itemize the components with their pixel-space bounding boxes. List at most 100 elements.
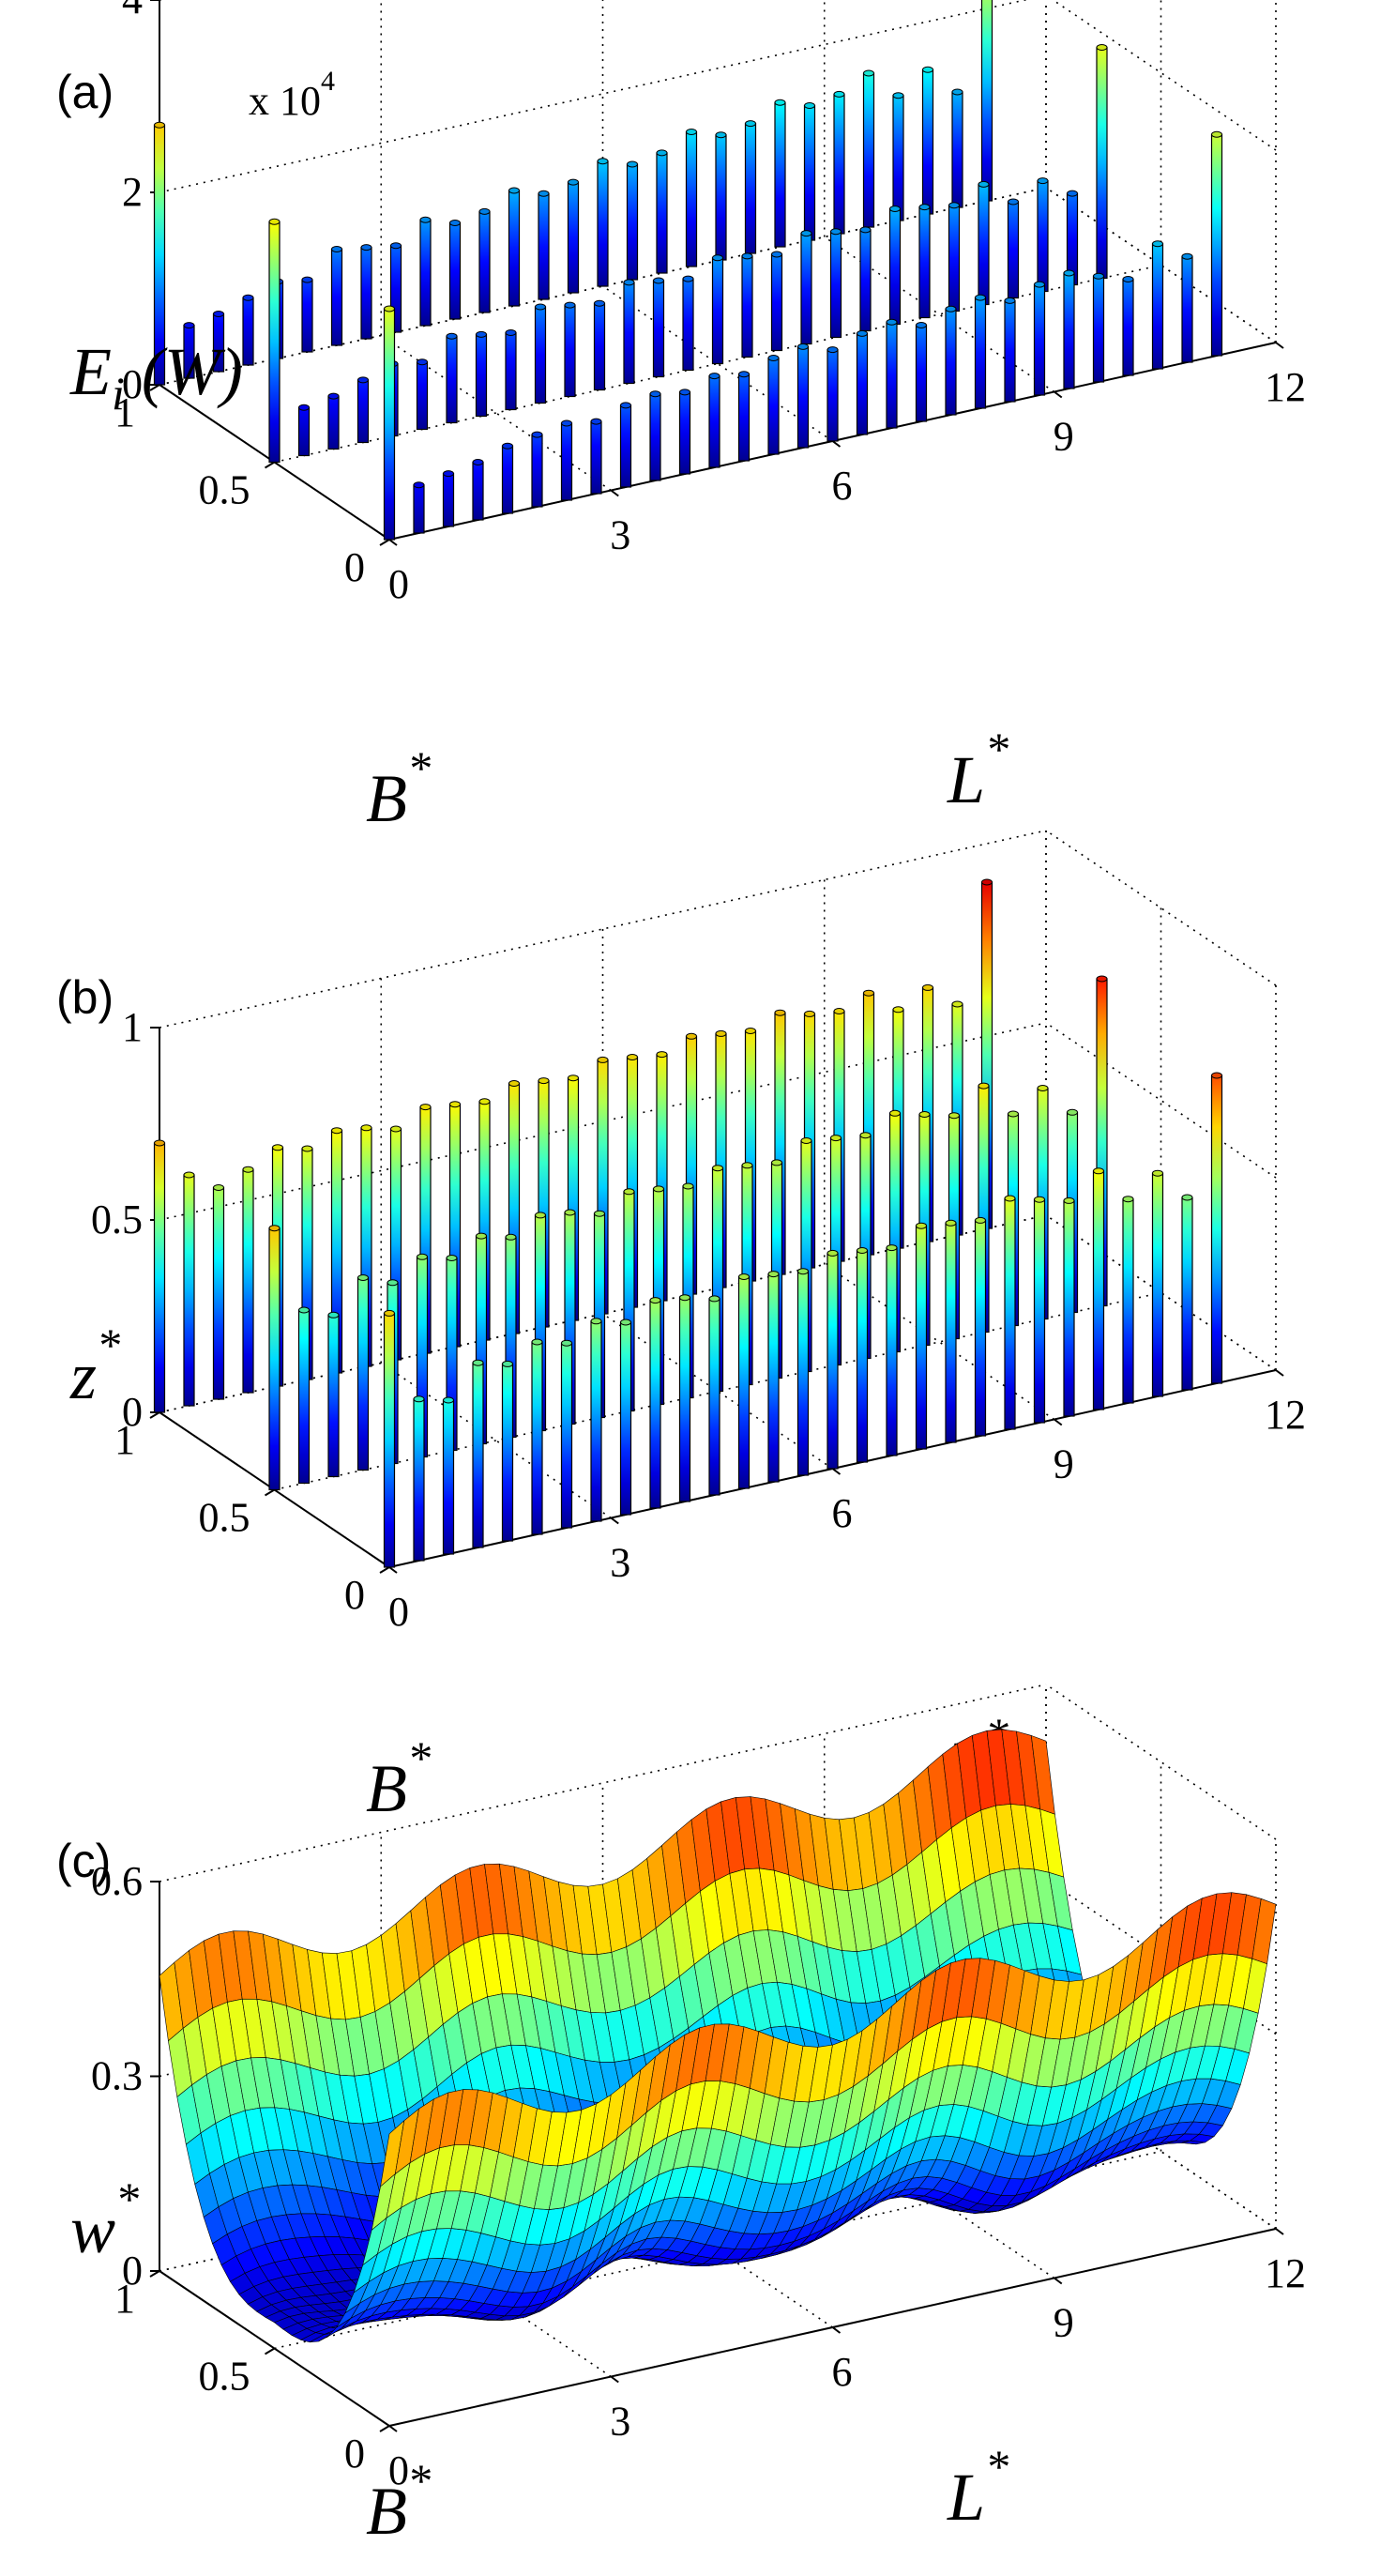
bar-cap bbox=[620, 1318, 631, 1326]
bar bbox=[800, 233, 812, 345]
bar-cap bbox=[830, 1135, 842, 1142]
bar bbox=[1004, 1197, 1016, 1430]
bar-cap bbox=[948, 1112, 960, 1120]
bar-cap bbox=[538, 190, 550, 197]
sidewall-gridline bbox=[1045, 1684, 1277, 1840]
bar bbox=[1063, 272, 1075, 389]
bar bbox=[1210, 1075, 1223, 1384]
floor-gridline bbox=[602, 285, 833, 442]
bar-cap bbox=[889, 1109, 901, 1117]
bar bbox=[501, 1363, 514, 1542]
bar-cap bbox=[774, 1009, 786, 1016]
bar bbox=[478, 210, 491, 313]
l-axis-title: L* bbox=[947, 2440, 1008, 2535]
bar bbox=[590, 1320, 602, 1522]
bar bbox=[623, 282, 635, 385]
bar bbox=[682, 278, 694, 372]
bar bbox=[708, 375, 720, 468]
bar-cap bbox=[892, 92, 904, 99]
bar-cap bbox=[767, 1271, 780, 1278]
bar-cap bbox=[357, 376, 369, 384]
bar-cap bbox=[1093, 1167, 1104, 1175]
bar-cap bbox=[535, 303, 546, 311]
bar-cap bbox=[213, 311, 224, 317]
bar-cap bbox=[590, 418, 602, 425]
bar bbox=[301, 279, 313, 353]
bar bbox=[974, 1219, 987, 1437]
bar-cap bbox=[741, 1162, 753, 1169]
bar bbox=[508, 190, 521, 307]
b-tick-mark bbox=[379, 2425, 390, 2432]
bar bbox=[1092, 1170, 1105, 1410]
bar bbox=[856, 332, 869, 435]
bar-cap bbox=[1067, 190, 1078, 197]
bar-cap bbox=[478, 1098, 491, 1105]
floor-gridline bbox=[380, 2220, 612, 2378]
bar-cap bbox=[857, 1247, 868, 1254]
bar bbox=[1004, 299, 1016, 403]
z-axis-superscript: * bbox=[115, 2172, 139, 2225]
bar bbox=[741, 255, 753, 358]
bar-cap bbox=[981, 878, 993, 886]
bar-cap bbox=[886, 318, 898, 326]
bar bbox=[1037, 180, 1049, 293]
sidewall-gridline bbox=[1045, 2073, 1277, 2230]
surface-facet bbox=[1251, 1898, 1277, 1965]
bar-cap bbox=[656, 149, 668, 157]
l-tick-mark bbox=[610, 489, 619, 497]
bar bbox=[383, 308, 396, 541]
bar-cap bbox=[508, 187, 520, 194]
sidewall-gridline bbox=[1045, 1214, 1277, 1371]
bar-cap bbox=[531, 1338, 543, 1346]
bar-cap bbox=[738, 1273, 750, 1280]
bar-cap bbox=[568, 178, 579, 186]
bar-cap bbox=[419, 216, 432, 223]
bar bbox=[833, 93, 845, 235]
bar bbox=[212, 1186, 225, 1400]
bar bbox=[796, 345, 810, 449]
bar bbox=[1033, 1198, 1046, 1424]
bar bbox=[505, 331, 517, 411]
bar bbox=[1122, 1198, 1134, 1404]
bar-cap bbox=[1034, 1196, 1045, 1203]
l-axis-title: L* bbox=[947, 723, 1008, 817]
bar-cap bbox=[446, 1255, 458, 1261]
bar bbox=[356, 379, 370, 444]
bar bbox=[744, 123, 757, 254]
bar-cap bbox=[476, 1232, 487, 1240]
bar bbox=[945, 308, 957, 416]
l-axis-superscript: * bbox=[985, 2440, 1008, 2492]
bar-cap bbox=[502, 442, 513, 450]
bar bbox=[619, 1321, 632, 1516]
bar bbox=[951, 91, 963, 208]
bar-cap bbox=[830, 228, 842, 236]
bar-cap bbox=[357, 1274, 369, 1281]
bar bbox=[770, 253, 783, 352]
bar bbox=[560, 422, 573, 501]
bar-cap bbox=[478, 207, 491, 215]
bar-cap bbox=[531, 431, 543, 438]
l-tick-label: 9 bbox=[1054, 1441, 1074, 1487]
bar-cap bbox=[708, 1295, 720, 1303]
bar bbox=[826, 349, 839, 442]
bar-cap bbox=[712, 1165, 723, 1172]
bar-cap bbox=[745, 120, 756, 128]
l-tick-mark bbox=[388, 539, 398, 546]
bar bbox=[978, 183, 990, 306]
bar bbox=[945, 1222, 957, 1443]
l-tick-label: 12 bbox=[1265, 2250, 1306, 2296]
bar bbox=[472, 1362, 484, 1548]
bar bbox=[803, 104, 816, 241]
z-axis-title: z* bbox=[69, 1318, 120, 1413]
b-tick-mark bbox=[379, 539, 390, 546]
l-tick-label: 3 bbox=[610, 512, 630, 558]
bar bbox=[1007, 201, 1020, 299]
bar-cap bbox=[597, 1056, 609, 1063]
bar-cap bbox=[916, 1222, 927, 1229]
bar-cap bbox=[568, 1075, 579, 1082]
l-axis-superscript: * bbox=[985, 723, 1008, 775]
bar bbox=[242, 297, 254, 366]
bar-cap bbox=[417, 1253, 428, 1260]
bar bbox=[597, 160, 609, 287]
